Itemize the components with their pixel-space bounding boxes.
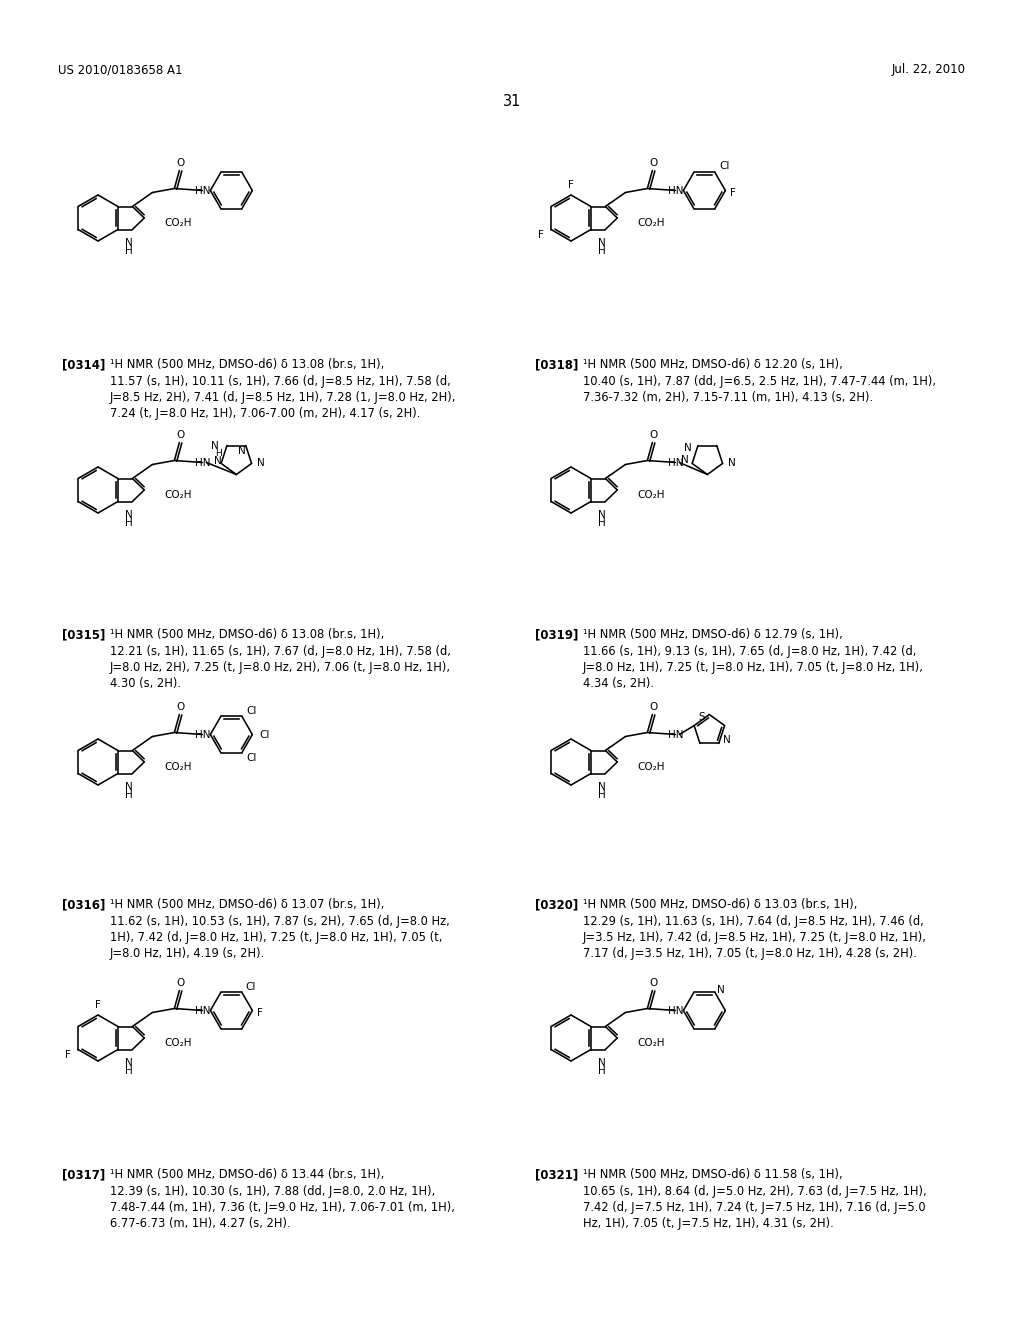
Text: H: H (598, 1067, 606, 1077)
Text: O: O (649, 978, 657, 989)
Text: CO₂H: CO₂H (164, 218, 191, 228)
Text: Cl: Cl (246, 982, 256, 993)
Text: N: N (723, 735, 730, 746)
Text: 31: 31 (503, 95, 521, 110)
Text: [0320]: [0320] (535, 898, 579, 911)
Text: CO₂H: CO₂H (164, 762, 191, 772)
Text: F: F (730, 189, 736, 198)
Text: CO₂H: CO₂H (164, 490, 191, 500)
Text: N: N (598, 1057, 606, 1068)
Text: [0315]: [0315] (62, 628, 105, 642)
Text: ¹H NMR (500 MHz, DMSO-d6) δ 11.58 (s, 1H),
10.65 (s, 1H), 8.64 (d, J=5.0 Hz, 2H): ¹H NMR (500 MHz, DMSO-d6) δ 11.58 (s, 1H… (583, 1168, 927, 1230)
Text: N: N (684, 442, 692, 453)
Text: Cl: Cl (259, 730, 269, 739)
Text: H: H (126, 247, 133, 256)
Text: Cl: Cl (247, 706, 257, 717)
Text: N: N (728, 458, 735, 469)
Text: N: N (238, 446, 246, 455)
Text: F: F (95, 1001, 101, 1010)
Text: O: O (649, 430, 657, 441)
Text: N: N (126, 781, 133, 792)
Text: H: H (126, 1067, 133, 1077)
Text: ¹H NMR (500 MHz, DMSO-d6) δ 13.08 (br.s, 1H),
11.57 (s, 1H), 10.11 (s, 1H), 7.66: ¹H NMR (500 MHz, DMSO-d6) δ 13.08 (br.s,… (110, 358, 457, 421)
Text: H: H (126, 791, 133, 800)
Text: HN: HN (669, 458, 684, 467)
Text: F: F (65, 1049, 71, 1060)
Text: HN: HN (669, 1006, 684, 1015)
Text: O: O (176, 702, 184, 713)
Text: ¹H NMR (500 MHz, DMSO-d6) δ 12.79 (s, 1H),
11.66 (s, 1H), 9.13 (s, 1H), 7.65 (d,: ¹H NMR (500 MHz, DMSO-d6) δ 12.79 (s, 1H… (583, 628, 924, 690)
Text: [0318]: [0318] (535, 358, 579, 371)
Text: F: F (257, 1008, 263, 1019)
Text: H: H (598, 791, 606, 800)
Text: O: O (176, 978, 184, 989)
Text: [0321]: [0321] (535, 1168, 579, 1181)
Text: H: H (215, 449, 221, 458)
Text: Jul. 22, 2010: Jul. 22, 2010 (892, 63, 966, 77)
Text: CO₂H: CO₂H (637, 1038, 665, 1048)
Text: [0317]: [0317] (62, 1168, 105, 1181)
Text: N: N (214, 457, 222, 466)
Text: HN: HN (196, 1006, 211, 1015)
Text: N: N (598, 238, 606, 248)
Text: F: F (538, 230, 544, 239)
Text: O: O (649, 158, 657, 169)
Text: HN: HN (669, 730, 684, 739)
Text: CO₂H: CO₂H (637, 490, 665, 500)
Text: ¹H NMR (500 MHz, DMSO-d6) δ 13.03 (br.s, 1H),
12.29 (s, 1H), 11.63 (s, 1H), 7.64: ¹H NMR (500 MHz, DMSO-d6) δ 13.03 (br.s,… (583, 898, 927, 961)
Text: ¹H NMR (500 MHz, DMSO-d6) δ 13.44 (br.s, 1H),
12.39 (s, 1H), 10.30 (s, 1H), 7.88: ¹H NMR (500 MHz, DMSO-d6) δ 13.44 (br.s,… (110, 1168, 455, 1230)
Text: N: N (717, 985, 725, 995)
Text: N: N (257, 458, 264, 469)
Text: [0319]: [0319] (535, 628, 579, 642)
Text: H: H (126, 519, 133, 528)
Text: N: N (598, 781, 606, 792)
Text: HN: HN (196, 186, 211, 195)
Text: N: N (681, 455, 689, 466)
Text: F: F (568, 180, 573, 190)
Text: CO₂H: CO₂H (164, 1038, 191, 1048)
Text: N: N (211, 441, 219, 450)
Text: N: N (598, 510, 606, 520)
Text: ¹H NMR (500 MHz, DMSO-d6) δ 13.08 (br.s, 1H),
12.21 (s, 1H), 11.65 (s, 1H), 7.67: ¹H NMR (500 MHz, DMSO-d6) δ 13.08 (br.s,… (110, 628, 451, 690)
Text: H: H (598, 519, 606, 528)
Text: O: O (649, 702, 657, 713)
Text: [0314]: [0314] (62, 358, 105, 371)
Text: [0316]: [0316] (62, 898, 105, 911)
Text: Cl: Cl (247, 752, 257, 763)
Text: O: O (176, 430, 184, 441)
Text: HN: HN (669, 186, 684, 195)
Text: N: N (126, 510, 133, 520)
Text: ¹H NMR (500 MHz, DMSO-d6) δ 13.07 (br.s, 1H),
11.62 (s, 1H), 10.53 (s, 1H), 7.87: ¹H NMR (500 MHz, DMSO-d6) δ 13.07 (br.s,… (110, 898, 450, 961)
Text: US 2010/0183658 A1: US 2010/0183658 A1 (58, 63, 182, 77)
Text: HN: HN (196, 458, 211, 467)
Text: CO₂H: CO₂H (637, 762, 665, 772)
Text: O: O (176, 158, 184, 169)
Text: N: N (126, 1057, 133, 1068)
Text: H: H (598, 247, 606, 256)
Text: N: N (126, 238, 133, 248)
Text: CO₂H: CO₂H (637, 218, 665, 228)
Text: ¹H NMR (500 MHz, DMSO-d6) δ 12.20 (s, 1H),
10.40 (s, 1H), 7.87 (dd, J=6.5, 2.5 H: ¹H NMR (500 MHz, DMSO-d6) δ 12.20 (s, 1H… (583, 358, 936, 404)
Text: S: S (698, 713, 706, 722)
Text: Cl: Cl (720, 161, 730, 172)
Text: HN: HN (196, 730, 211, 739)
